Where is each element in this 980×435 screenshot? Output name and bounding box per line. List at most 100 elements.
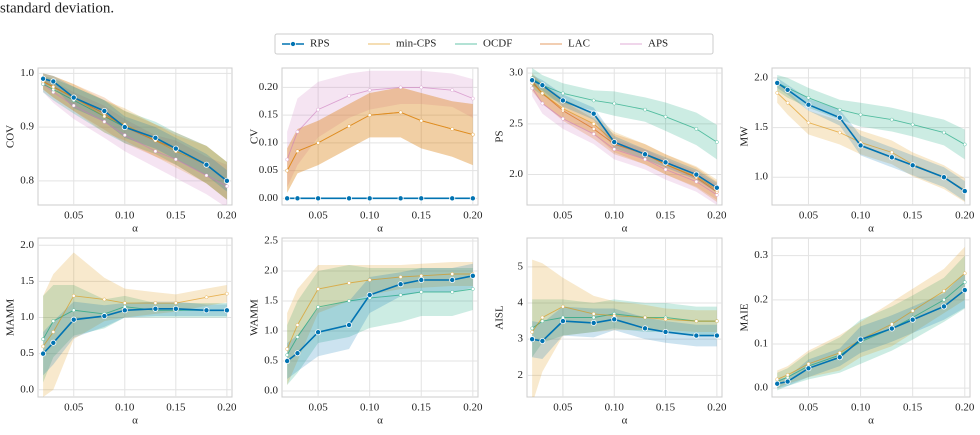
point bbox=[469, 272, 476, 279]
point bbox=[530, 330, 534, 334]
x-tick-label: 0.10 bbox=[115, 402, 135, 414]
x-tick-label: 0.20 bbox=[217, 210, 237, 222]
point bbox=[51, 330, 56, 334]
point bbox=[450, 272, 455, 276]
x-tick-label: 0.20 bbox=[955, 402, 975, 414]
point bbox=[612, 101, 617, 106]
point bbox=[225, 184, 229, 189]
point bbox=[942, 297, 946, 302]
point bbox=[316, 287, 320, 291]
point bbox=[530, 326, 534, 331]
y-tick-label: 1.5 bbox=[264, 295, 278, 307]
point bbox=[713, 332, 720, 339]
point bbox=[805, 101, 812, 108]
point bbox=[285, 353, 290, 357]
point bbox=[204, 295, 209, 300]
x-tick-label: 0.05 bbox=[308, 210, 328, 222]
point bbox=[693, 171, 700, 178]
point bbox=[172, 305, 179, 312]
point bbox=[295, 323, 300, 327]
point bbox=[51, 319, 56, 323]
series-layer bbox=[529, 259, 720, 397]
point bbox=[398, 275, 403, 279]
point bbox=[694, 127, 699, 131]
x-tick-label: 0.05 bbox=[553, 210, 573, 222]
point bbox=[693, 332, 700, 339]
std-band bbox=[777, 82, 965, 203]
point bbox=[643, 157, 647, 162]
x-tick-label: 0.15 bbox=[903, 402, 923, 414]
point bbox=[470, 132, 475, 137]
point bbox=[398, 85, 403, 90]
x-tick-label: 0.20 bbox=[707, 210, 727, 222]
point bbox=[663, 317, 668, 322]
point bbox=[940, 174, 947, 181]
point bbox=[642, 325, 649, 332]
y-tick-label: 4 bbox=[518, 297, 524, 309]
point bbox=[285, 157, 290, 162]
point bbox=[153, 149, 158, 154]
point bbox=[590, 110, 597, 117]
point bbox=[962, 271, 967, 276]
point bbox=[642, 151, 649, 158]
point bbox=[540, 101, 545, 106]
x-tick-label: 0.10 bbox=[360, 210, 380, 222]
legend-label: OCDF bbox=[483, 38, 512, 50]
series-layer bbox=[529, 68, 720, 205]
series-layer bbox=[40, 252, 230, 397]
point bbox=[785, 100, 790, 105]
point bbox=[450, 88, 455, 93]
point bbox=[152, 134, 159, 141]
point bbox=[470, 96, 475, 101]
point bbox=[367, 113, 372, 117]
point bbox=[367, 88, 372, 93]
point bbox=[694, 319, 699, 323]
point bbox=[837, 350, 842, 355]
y-tick-label: 0.5 bbox=[20, 347, 34, 359]
point bbox=[857, 142, 864, 149]
y-tick-label: 0.8 bbox=[20, 174, 34, 186]
point bbox=[611, 139, 618, 146]
y-axis-label: MAIE bbox=[739, 303, 751, 331]
y-tick-label: 2.0 bbox=[754, 71, 768, 83]
y-tick-label: 1.0 bbox=[20, 67, 34, 79]
point bbox=[419, 273, 424, 278]
y-tick-label: 0.3 bbox=[754, 249, 768, 261]
std-band bbox=[43, 252, 227, 397]
legend-label: LAC bbox=[568, 38, 590, 50]
series-layer bbox=[774, 246, 968, 391]
std-band bbox=[532, 299, 717, 358]
point bbox=[122, 133, 127, 138]
point bbox=[530, 86, 534, 91]
std-band bbox=[287, 87, 473, 193]
series-layer bbox=[40, 73, 230, 205]
point bbox=[101, 107, 108, 114]
y-tick-label: 2.0 bbox=[509, 168, 523, 180]
x-tick-label: 0.05 bbox=[553, 402, 573, 414]
y-tick-label: 1.0 bbox=[20, 311, 34, 323]
point bbox=[71, 308, 76, 313]
point bbox=[398, 110, 403, 115]
point bbox=[591, 132, 596, 136]
point bbox=[643, 315, 647, 320]
x-tick-label: 0.20 bbox=[463, 402, 483, 414]
x-tick-label: 0.15 bbox=[166, 402, 186, 414]
point bbox=[715, 193, 719, 197]
y-tick-label: 1.5 bbox=[754, 121, 768, 133]
point bbox=[961, 287, 968, 294]
x-tick-label: 0.05 bbox=[308, 402, 328, 414]
point bbox=[285, 347, 290, 351]
point bbox=[450, 127, 455, 131]
series-layer bbox=[774, 74, 968, 203]
x-tick-label: 0.15 bbox=[656, 402, 676, 414]
point bbox=[942, 289, 946, 293]
y-tick-label: 2.5 bbox=[509, 117, 523, 129]
point bbox=[836, 354, 843, 361]
point bbox=[559, 97, 566, 104]
point bbox=[806, 362, 811, 366]
point bbox=[315, 195, 322, 202]
x-axis-label: α bbox=[622, 415, 628, 427]
point bbox=[40, 350, 47, 357]
point bbox=[663, 167, 668, 172]
